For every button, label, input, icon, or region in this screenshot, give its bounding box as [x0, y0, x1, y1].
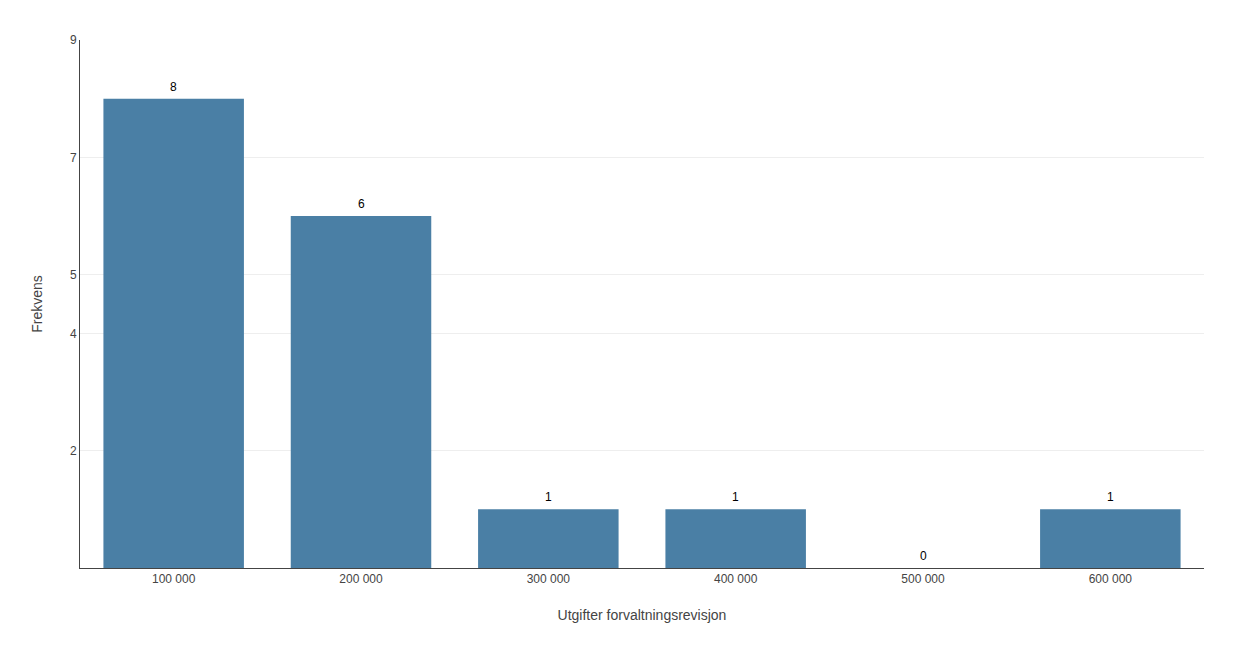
svg-text:200 000: 200 000: [339, 572, 383, 586]
svg-text:8: 8: [170, 80, 177, 94]
svg-text:7: 7: [70, 151, 77, 165]
svg-text:9: 9: [70, 33, 77, 47]
svg-text:6: 6: [358, 197, 365, 211]
svg-text:4: 4: [70, 327, 77, 341]
svg-text:500 000: 500 000: [901, 572, 945, 586]
svg-text:600 000: 600 000: [1089, 572, 1133, 586]
svg-text:1: 1: [545, 490, 552, 504]
svg-text:300 000: 300 000: [527, 572, 571, 586]
svg-text:Utgifter forvaltningsrevisjon: Utgifter forvaltningsrevisjon: [558, 607, 727, 623]
svg-text:1: 1: [1107, 490, 1114, 504]
svg-text:Frekvens: Frekvens: [29, 275, 45, 333]
svg-text:100 000: 100 000: [152, 572, 196, 586]
svg-text:400 000: 400 000: [714, 572, 758, 586]
svg-text:0: 0: [920, 549, 927, 563]
svg-text:1: 1: [732, 490, 739, 504]
svg-text:2: 2: [70, 444, 77, 458]
svg-text:5: 5: [70, 268, 77, 282]
